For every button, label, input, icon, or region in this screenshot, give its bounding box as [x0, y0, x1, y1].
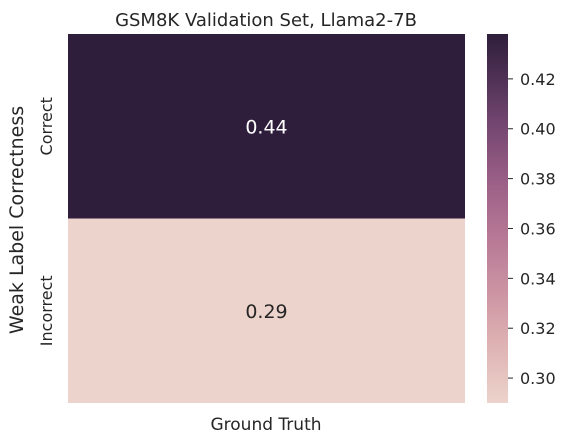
cell-value-label-incorrect: 0.29 — [245, 301, 287, 323]
colorbar-tick-label: 0.30 — [520, 369, 556, 388]
heatmap-cells: 0.44 0.29 — [68, 34, 465, 403]
heatmap-cell-incorrect — [68, 218, 465, 403]
y-axis-label: Weak Label Correctness — [6, 106, 28, 334]
colorbar-tick-label: 0.32 — [520, 319, 556, 338]
colorbar-tick-label: 0.42 — [520, 70, 556, 89]
colorbar-tick-label: 0.36 — [520, 219, 556, 238]
row-tick-correct: Correct — [37, 97, 56, 155]
colorbar-tick-label: 0.38 — [520, 170, 556, 189]
colorbar-ticks: 0.30 0.32 0.34 0.36 0.38 0.40 0.42 — [508, 70, 556, 388]
colorbar-tick-label: 0.34 — [520, 269, 556, 288]
x-axis-label: Ground Truth — [210, 415, 321, 435]
row-tick-incorrect: Incorrect — [37, 275, 56, 346]
chart-title: GSM8K Validation Set, Llama2-7B — [115, 10, 417, 31]
cell-value-label-correct: 0.44 — [245, 116, 287, 138]
heatmap-cell-correct — [68, 34, 465, 219]
row-tick-labels: Correct Incorrect — [37, 97, 56, 346]
colorbar — [487, 34, 508, 403]
colorbar-tick-label: 0.40 — [520, 120, 556, 139]
